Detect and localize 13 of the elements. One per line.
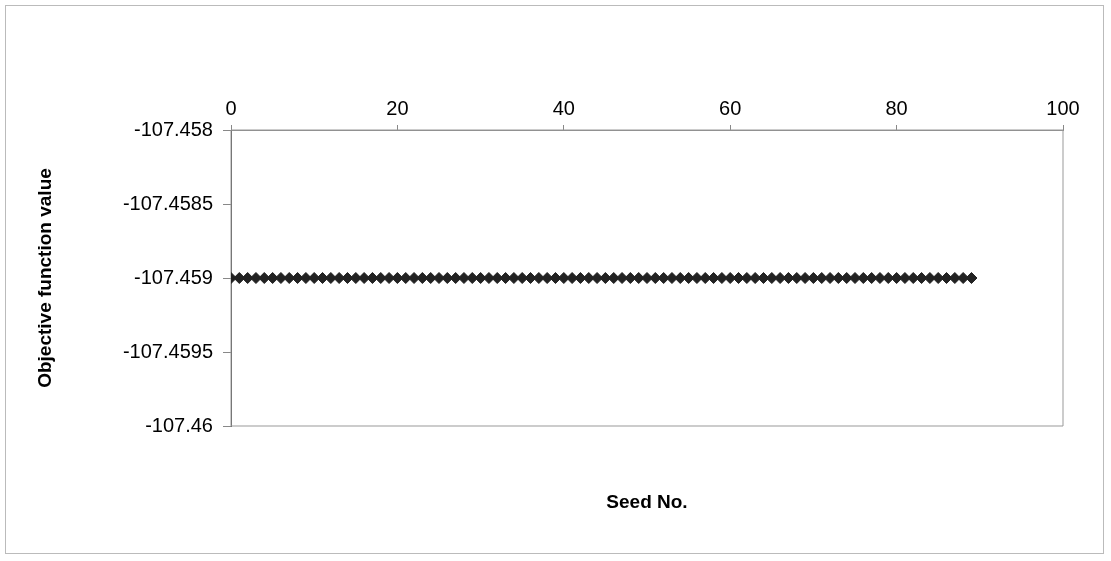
y-tick-label: -107.4595 [122, 339, 213, 362]
x-tick-label: 0 [225, 96, 237, 119]
x-axis-title: Seed No. [606, 491, 688, 513]
y-tick-label: -107.458 [134, 117, 213, 140]
x-tick-label: 80 [885, 96, 908, 119]
x-tick-label: 100 [1046, 96, 1080, 119]
y-tick-label: -107.46 [145, 413, 213, 436]
y-tick-label: -107.4585 [122, 191, 213, 214]
y-axis-title: Objective function value [33, 168, 55, 388]
x-tick-label: 60 [719, 96, 742, 119]
y-tick-label: -107.459 [134, 265, 213, 288]
x-tick-label: 20 [386, 96, 409, 119]
x-tick-label: 40 [552, 96, 575, 119]
